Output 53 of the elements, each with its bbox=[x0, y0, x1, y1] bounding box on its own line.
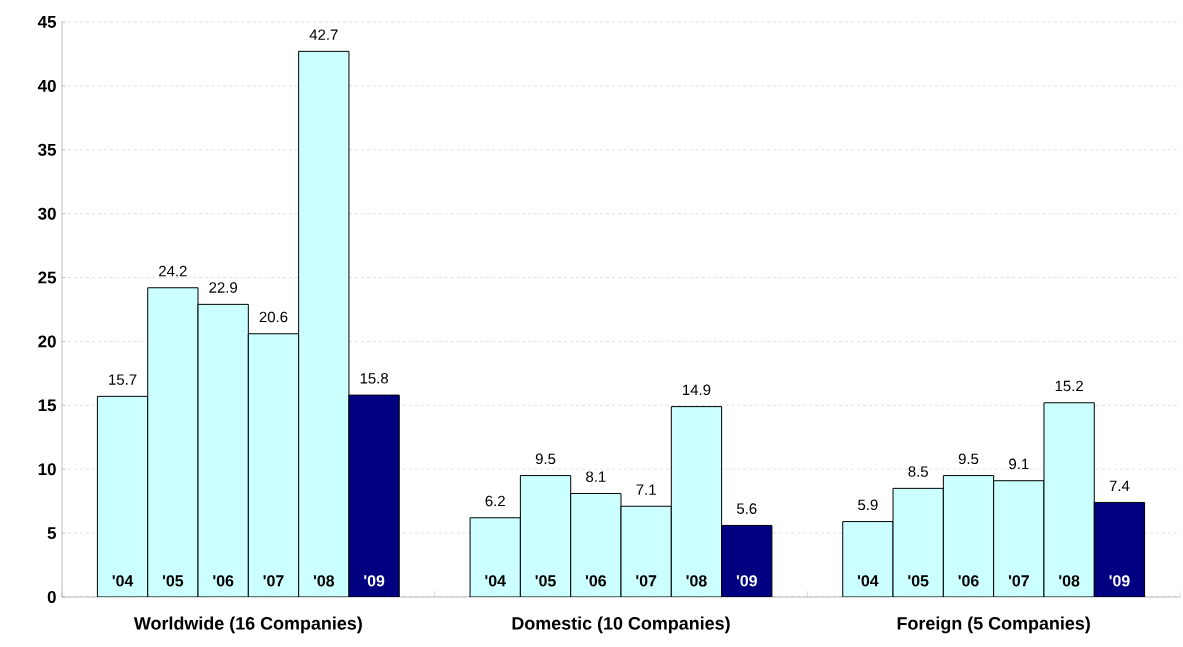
data-label: 15.2 bbox=[1055, 380, 1083, 392]
data-label: 8.1 bbox=[586, 471, 606, 482]
x-tick-label: Foreign (5 Companies) bbox=[897, 616, 1090, 634]
data-label: 42.7 bbox=[309, 29, 338, 40]
bar bbox=[721, 524, 773, 597]
text: '06 bbox=[958, 575, 979, 587]
x-tick-label: Domestic (10 Companies) bbox=[512, 616, 730, 634]
y-tick-label: 15 bbox=[38, 399, 57, 412]
text: '06 bbox=[585, 575, 607, 587]
data-label: 20.6 bbox=[259, 311, 288, 323]
text: '08 bbox=[1059, 575, 1080, 587]
y-tick-label: 45 bbox=[37, 16, 57, 28]
data-label: 7.4 bbox=[1109, 480, 1130, 491]
text: '05 bbox=[535, 575, 556, 587]
data-label: 8.5 bbox=[908, 466, 928, 477]
y-tick-label: 40 bbox=[37, 79, 56, 92]
series-label: '06 bbox=[213, 575, 234, 587]
bar bbox=[1043, 402, 1095, 597]
data-label: 5.6 bbox=[736, 503, 757, 514]
data-label: 5.9 bbox=[858, 499, 878, 511]
bar bbox=[1093, 501, 1146, 597]
data-label: 7.1 bbox=[636, 484, 656, 495]
y-tick-label: 25 bbox=[38, 271, 57, 284]
bar bbox=[348, 394, 400, 597]
y-tick-label: 30 bbox=[38, 207, 56, 220]
data-label: 14.9 bbox=[683, 384, 711, 396]
text: '04 bbox=[857, 575, 879, 587]
data-label: 9.1 bbox=[1009, 458, 1029, 470]
text: '07 bbox=[636, 575, 657, 587]
data-label: 15.8 bbox=[360, 373, 388, 384]
data-label: 22.9 bbox=[209, 282, 238, 293]
y-tick-label: 20 bbox=[38, 335, 56, 348]
y-tick-label: 10 bbox=[38, 463, 56, 476]
text: '04 bbox=[485, 575, 506, 587]
series-label: '05 bbox=[162, 575, 184, 587]
y-tick-label: 5 bbox=[47, 527, 57, 540]
y-tick-label: 0 bbox=[47, 590, 56, 603]
data-label: 9.5 bbox=[958, 453, 979, 465]
data-label: 9.5 bbox=[535, 453, 556, 465]
text: '08 bbox=[686, 575, 707, 587]
series-label: '09 bbox=[364, 575, 385, 587]
x-tick-label: Worldwide (16 Companies) bbox=[133, 616, 362, 634]
data-label: 6.2 bbox=[485, 495, 505, 507]
series-label: '07 bbox=[263, 575, 284, 587]
text: '09 bbox=[736, 575, 757, 587]
text: '07 bbox=[1008, 575, 1029, 587]
y-tick-label: 35 bbox=[38, 143, 57, 156]
text: '05 bbox=[908, 575, 929, 587]
data-label: 24.2 bbox=[159, 265, 187, 277]
series-label: '08 bbox=[313, 575, 335, 587]
text: '09 bbox=[1109, 575, 1130, 587]
data-label: 15.7 bbox=[109, 374, 137, 385]
series-label: '04 bbox=[112, 575, 134, 587]
